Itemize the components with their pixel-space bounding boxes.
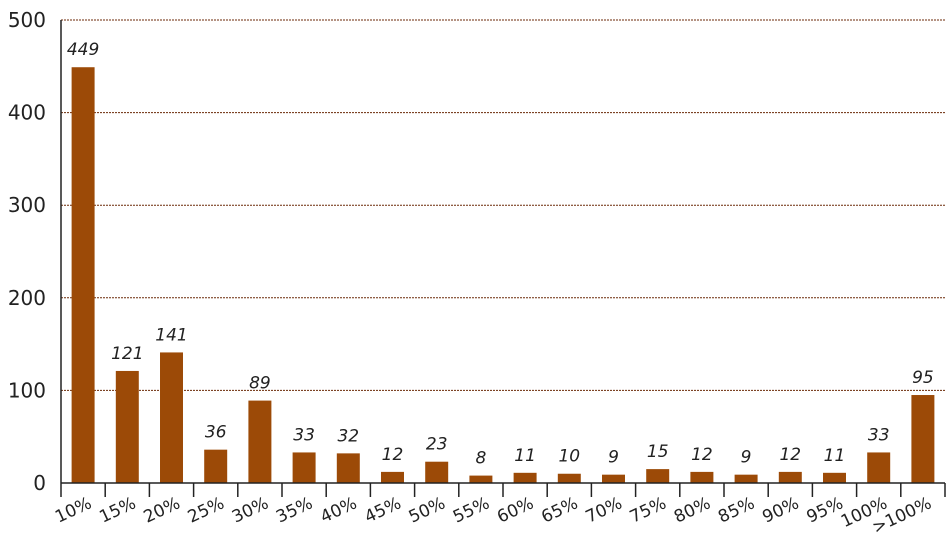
y-tick-labels: 0 100 200 300 400 500 <box>8 8 46 495</box>
data-labels: 449 121 141 36 89 33 32 12 23 8 11 10 9 15 12 9 12 11 33 95 <box>67 40 934 468</box>
bar <box>469 475 493 483</box>
x-tick-label: 20% <box>141 493 184 527</box>
data-label: 89 <box>249 374 271 394</box>
bar <box>557 473 581 483</box>
x-tick-label: 60% <box>494 493 537 527</box>
x-tick-label: 40% <box>317 493 360 527</box>
data-label: 33 <box>293 425 315 445</box>
bars <box>71 67 935 483</box>
bar <box>204 449 228 483</box>
bar <box>823 472 846 483</box>
data-label: 11 <box>514 446 536 466</box>
x-tick-label: 90% <box>759 493 802 527</box>
data-label: 10 <box>558 447 580 467</box>
bar <box>690 471 714 483</box>
x-tick-label: 70% <box>583 493 626 527</box>
data-label: 9 <box>741 448 752 468</box>
data-label: 9 <box>608 448 619 468</box>
data-label: 32 <box>337 426 359 446</box>
x-tick-label: 50% <box>406 493 449 527</box>
x-tick-label: 75% <box>627 493 670 527</box>
bar <box>292 452 316 483</box>
data-label: 11 <box>824 446 846 466</box>
bar <box>778 471 802 483</box>
x-tick-label: 10% <box>52 493 95 527</box>
y-tick-label: 500 <box>8 8 46 32</box>
data-label: 33 <box>868 425 890 445</box>
bar <box>911 395 935 483</box>
y-tick-label: 300 <box>8 193 46 217</box>
x-tick-label: 55% <box>450 493 493 527</box>
data-label: 95 <box>912 368 934 388</box>
bar <box>336 453 360 483</box>
data-label: 12 <box>779 445 801 465</box>
data-label: 449 <box>67 40 99 60</box>
data-label: 15 <box>647 442 669 462</box>
x-tick-label: 65% <box>538 493 581 527</box>
data-label: 12 <box>382 445 404 465</box>
x-tick-label: 95% <box>804 493 847 527</box>
bar <box>867 452 891 483</box>
bar <box>602 474 625 483</box>
y-tick-label: 400 <box>8 101 46 125</box>
x-tick-label: 35% <box>273 493 316 527</box>
gridlines <box>61 19 945 391</box>
x-tick-label: 80% <box>671 493 714 527</box>
axes <box>60 20 946 497</box>
y-tick-label: 100 <box>8 378 46 402</box>
bar <box>381 471 404 483</box>
bar <box>425 461 449 483</box>
data-label: 12 <box>691 445 713 465</box>
bar <box>115 370 139 483</box>
y-tick-label: 0 <box>33 471 46 495</box>
y-tick-label: 200 <box>8 286 46 310</box>
data-label: 121 <box>111 344 143 364</box>
x-tick-labels: 10% 15% 20% 25% 30% 35% 40% 45% 50% 55% 60% 65% 70% 7… <box>52 493 935 537</box>
bar <box>513 472 537 483</box>
bar <box>646 469 670 483</box>
bar <box>734 474 758 483</box>
data-label: 8 <box>475 449 486 469</box>
x-tick-label: 45% <box>362 493 405 527</box>
bar <box>248 400 272 483</box>
bar <box>71 67 95 483</box>
data-label: 23 <box>426 435 448 455</box>
data-label: 141 <box>155 325 187 345</box>
bar <box>160 352 183 483</box>
x-tick-label: 15% <box>96 493 139 527</box>
x-tick-label: 25% <box>185 493 228 527</box>
data-label: 36 <box>205 423 227 443</box>
x-tick-label: 30% <box>229 493 272 527</box>
x-tick-label: 85% <box>715 493 758 527</box>
